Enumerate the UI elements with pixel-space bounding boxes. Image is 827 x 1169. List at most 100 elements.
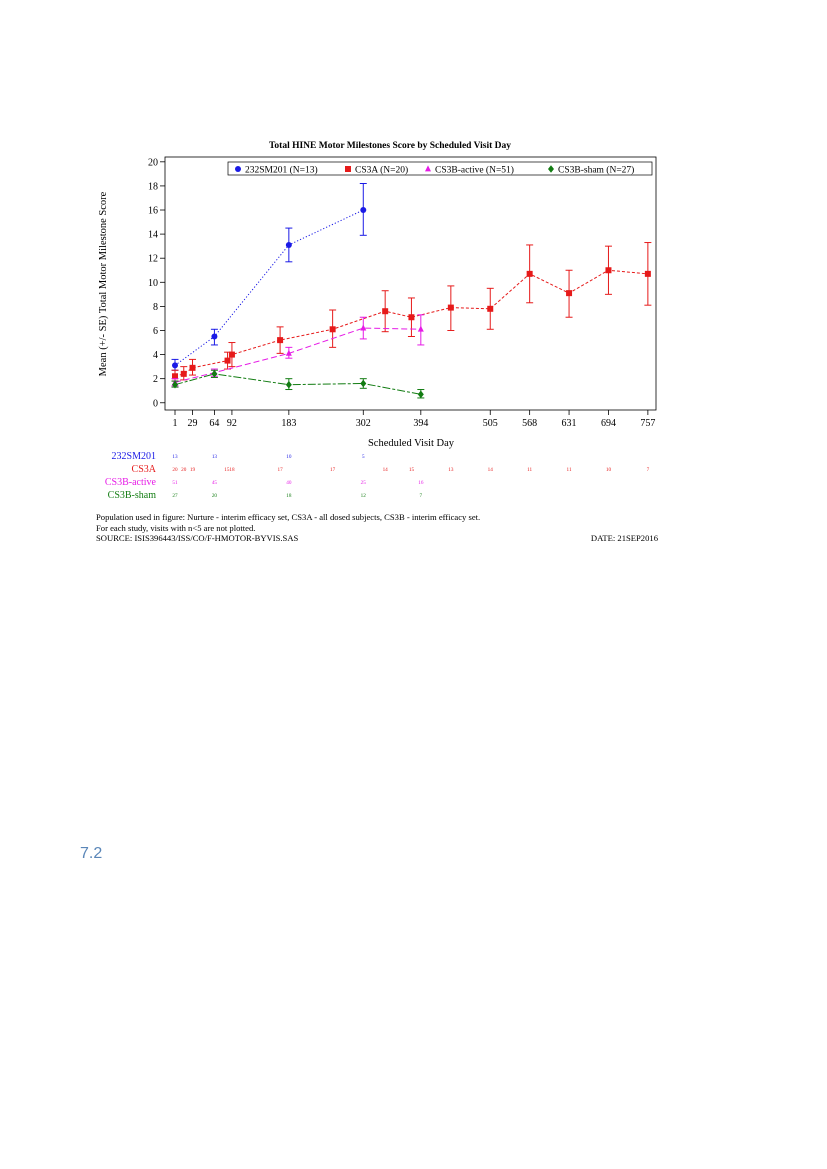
data-point (360, 207, 367, 214)
legend-entry: CS3A (N=20) (355, 165, 408, 176)
data-point (417, 325, 424, 332)
data-point (447, 304, 454, 311)
count-value: 18 (286, 493, 292, 499)
count-row-label: 232SM201 (112, 451, 156, 462)
x-tick-label: 568 (522, 418, 537, 429)
x-tick-label: 1 (173, 418, 178, 429)
legend-marker (425, 165, 431, 172)
data-point (644, 270, 651, 277)
legend-marker (235, 166, 241, 172)
count-value: 27 (172, 493, 178, 499)
series-cs3b-active (171, 314, 425, 387)
count-value: 20 (212, 493, 218, 499)
data-point (189, 364, 196, 371)
legend-entry: CS3B-active (N=51) (435, 165, 514, 176)
count-value: 11 (527, 467, 532, 473)
legend-entry: 232SM201 (N=13) (245, 165, 318, 176)
chart-title: Total HINE Motor Milestones Score by Sch… (269, 141, 511, 151)
data-point (211, 333, 218, 340)
data-point (526, 270, 533, 277)
x-tick-label: 757 (640, 418, 655, 429)
y-tick-label: 20 (148, 157, 158, 168)
series-cs3b-sham (171, 369, 425, 399)
count-value: 17 (330, 467, 336, 473)
x-axis-label: Scheduled Visit Day (368, 438, 455, 449)
count-value: 20 (181, 467, 187, 473)
count-value: 14 (383, 467, 389, 473)
series-line (174, 373, 421, 395)
data-point (605, 267, 612, 274)
x-tick-label: 183 (281, 418, 296, 429)
x-axis: 1 29 64 92 183 302 394 505 568 631 694 757 (173, 410, 655, 429)
y-tick-label: 14 (148, 230, 158, 241)
data-point (382, 308, 389, 315)
data-point (211, 370, 218, 378)
data-point (172, 373, 179, 380)
data-point (360, 324, 367, 331)
footnote-source: SOURCE: ISIS396443/ISS/CO/F-HMOTOR-BYVIS… (96, 533, 299, 544)
count-value: 5 (362, 454, 365, 460)
data-point (566, 290, 573, 297)
y-tick-label: 6 (153, 326, 158, 337)
y-tick-label: 16 (148, 206, 158, 217)
y-tick-label: 18 (148, 181, 158, 192)
legend-entry: CS3B-sham (N=27) (558, 165, 634, 176)
footnote-date: DATE: 21SEP2016 (590, 533, 658, 544)
series-line (174, 209, 364, 366)
legend-marker (548, 165, 554, 173)
data-point (285, 380, 292, 389)
count-value: 14 (488, 467, 494, 473)
data-point (285, 349, 292, 356)
x-tick-label: 92 (227, 418, 237, 429)
hine-motor-chart: Total HINE Motor Milestones Score by Sch… (98, 141, 657, 501)
count-value: 10 (606, 467, 612, 473)
y-tick-label: 2 (153, 374, 158, 385)
count-value: 13 (212, 454, 218, 460)
count-value: 20 (172, 467, 178, 473)
count-row-label: CS3B-sham (108, 490, 157, 501)
x-tick-label: 631 (562, 418, 577, 429)
x-tick-label: 505 (483, 418, 498, 429)
data-point (224, 357, 231, 364)
data-point (285, 241, 292, 248)
data-point (417, 390, 424, 399)
count-value: 15 (409, 467, 415, 473)
data-point (277, 337, 284, 344)
footnote-visits: For each study, visits with n<5 are not … (96, 522, 256, 533)
count-value: 10 (286, 454, 292, 460)
x-tick-label: 394 (413, 418, 428, 429)
data-point (172, 362, 179, 369)
y-axis-label: Mean (+/- SE) Total Motor Milestone Scor… (98, 191, 109, 376)
data-point (172, 380, 179, 389)
count-value: 13 (172, 454, 178, 460)
data-point (329, 326, 336, 333)
series-cs3a (171, 242, 652, 382)
plot-frame (164, 156, 657, 411)
count-value: 1518 (224, 467, 235, 473)
count-value: 40 (286, 480, 292, 486)
y-tick-label: 4 (153, 350, 158, 361)
data-point (487, 305, 494, 312)
count-value: 7 (647, 467, 650, 473)
count-value: 17 (277, 467, 283, 473)
count-row-label: CS3B-active (105, 477, 157, 488)
count-value: 13 (448, 467, 454, 473)
count-value: 12 (361, 493, 367, 499)
data-point (180, 370, 187, 377)
series-layer (171, 183, 652, 399)
x-tick-label: 64 (209, 418, 219, 429)
count-value: 25 (361, 480, 367, 486)
footnotes: Population used in figure: Nurture - int… (96, 512, 658, 544)
data-point (228, 351, 235, 358)
series-232sm201 (171, 183, 367, 371)
y-tick-label: 10 (148, 278, 158, 289)
count-value: 51 (172, 480, 178, 486)
count-value: 11 (567, 467, 572, 473)
count-value: 19 (190, 467, 196, 473)
count-row-label: CS3A (132, 464, 157, 475)
section-number: 7.2 (80, 845, 103, 862)
count-value: 7 (420, 493, 423, 499)
x-tick-label: 302 (356, 418, 371, 429)
data-point (360, 379, 367, 388)
